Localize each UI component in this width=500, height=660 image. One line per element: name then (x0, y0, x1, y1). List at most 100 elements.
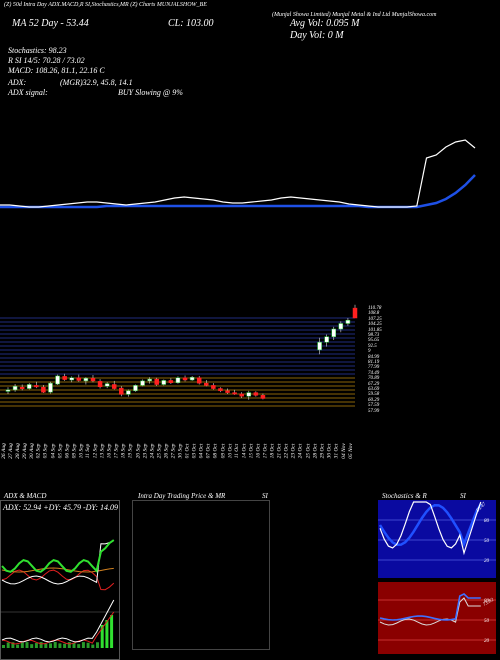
macd-histogram-bar (34, 643, 38, 648)
candle-body (154, 378, 159, 385)
candle-body (225, 390, 230, 393)
candle-body (182, 377, 188, 381)
macd-histogram-bar (63, 643, 67, 648)
candle-body (19, 386, 25, 389)
candle-body (246, 392, 252, 397)
candle-body (196, 377, 202, 384)
stoch-panel-si: SI (460, 492, 466, 500)
adx-trend-line (1, 567, 114, 573)
candle-body (133, 385, 138, 392)
price-scale-label: 104.25 (368, 322, 382, 328)
macd-histogram-bar (100, 625, 104, 648)
price-scale-label: 95.65 (368, 338, 380, 344)
candle-body (76, 377, 82, 381)
macd-histogram-bar (6, 642, 10, 648)
adx-values: (MGR)32.9, 45.8, 14.1 (60, 78, 133, 87)
macd-histogram-bar (96, 642, 99, 648)
macd-histogram-bar (91, 644, 95, 648)
candle-body (175, 377, 181, 383)
price-scale-label: 60.29 (368, 397, 380, 403)
price-scale-label: 63.69 (368, 387, 380, 392)
candle-body (338, 323, 344, 330)
macd-histogram-bar (2, 645, 5, 648)
macd-histogram-bar (77, 644, 81, 648)
price-scale-label: 110.78 (368, 306, 382, 311)
candle-body (239, 393, 244, 397)
candle-body (161, 380, 167, 385)
moving-average-white (0, 139, 476, 208)
price-scale-label: 59.58 (368, 392, 380, 398)
price-scale-label: 107.25 (368, 316, 382, 322)
price-scale-label: 9 (368, 349, 371, 355)
adx-plus-di-line (1, 539, 115, 573)
candle-body (26, 384, 32, 389)
rsi-tick-label: 50 (484, 619, 490, 624)
macd-histogram-bar (20, 642, 24, 648)
macd-histogram-bar (49, 643, 52, 648)
macd-histogram-bar (110, 615, 114, 648)
macd-histogram-bar (30, 644, 34, 648)
price-scale-label: 84.99 (368, 354, 380, 360)
price-scale-label: 101.85 (368, 327, 382, 333)
price-scale-label: 98.73 (368, 333, 380, 338)
price-scale-label: 70.89 (368, 376, 380, 382)
candle-body (41, 386, 46, 393)
candle-body (90, 377, 96, 382)
adx-minus-di-line (1, 569, 115, 591)
ma-line: MA 52 Day - 53.44 (12, 18, 89, 29)
stochastic-k-line (379, 501, 482, 556)
rsi-tick-label: 80 (484, 599, 490, 604)
candle-body (211, 385, 216, 389)
stoch-panel-title: Stochastics & R (382, 492, 427, 500)
macd-histogram-bar (16, 644, 20, 648)
macd-histogram-bar (81, 642, 85, 648)
adx-panel-values: ADX: 52.94 +DY: 45.79 -DY: 14.09 (3, 503, 119, 512)
candle-body (34, 385, 39, 388)
candle-body (218, 388, 223, 392)
intraday-panel-si: SI (262, 492, 268, 500)
adx-signal-label: ADX signal: (8, 88, 48, 97)
candle-body (168, 380, 174, 383)
stochastics-value: Stochastics: 98.23 (8, 46, 67, 55)
candle-body (62, 376, 67, 380)
adx-label: ADX: (8, 78, 27, 87)
rsi-panel (378, 582, 496, 654)
price-scale-label: 108.8 (368, 311, 380, 317)
macd-histogram-bar (11, 642, 15, 648)
price-scale-label: 81.19 (368, 360, 380, 365)
price-scale-label: 57.99 (368, 408, 380, 414)
candle-body (126, 390, 131, 395)
candle-body (5, 389, 11, 392)
candle-body (345, 319, 351, 324)
rsi-avg-line (379, 597, 481, 626)
macd-histogram-bar (72, 643, 76, 648)
macd-histogram-bar (58, 643, 62, 648)
candle-body (260, 395, 266, 399)
candle-body (104, 383, 110, 387)
candle-body (111, 384, 117, 389)
adx-panel-title: ADX & MACD (4, 492, 47, 500)
macd-histogram-bar (86, 642, 90, 648)
candle-body (253, 392, 259, 396)
candle-body (140, 380, 145, 386)
candle-body (97, 381, 103, 388)
rsi-value-label: 73.82 (483, 598, 496, 608)
close-price: CL: 103.00 (168, 18, 214, 29)
avg-volume: Avg Vol: 0.095 M (290, 18, 360, 29)
macd-histogram-bar (67, 642, 71, 648)
stoch-value-label: 95.47 (476, 502, 488, 514)
candle-body (352, 307, 358, 319)
macd-histogram-bar (44, 643, 48, 648)
candle-body (331, 328, 337, 337)
intraday-panel-title: Intra Day Trading Price & MR (138, 492, 226, 500)
price-scale-label: 57.59 (368, 403, 380, 409)
stoch-tick-label: 50 (484, 539, 490, 544)
macd-histogram-bar (39, 642, 43, 648)
candle-body (119, 387, 124, 395)
candle-body (204, 382, 209, 386)
stoch-tick-label: 80 (484, 519, 490, 524)
candle-body (48, 382, 53, 393)
macd-histogram-bar (53, 642, 57, 648)
